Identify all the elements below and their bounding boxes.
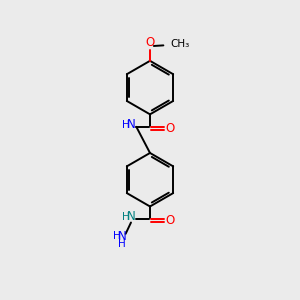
Text: N: N — [118, 230, 126, 243]
Text: O: O — [165, 122, 174, 135]
Text: O: O — [165, 214, 174, 227]
Text: O: O — [146, 36, 154, 49]
Text: CH₃: CH₃ — [170, 39, 189, 49]
Text: H: H — [112, 231, 120, 241]
Text: N: N — [127, 118, 136, 131]
Text: H: H — [122, 120, 130, 130]
Text: H: H — [122, 212, 130, 222]
Text: H: H — [118, 239, 126, 249]
Text: N: N — [127, 210, 136, 224]
